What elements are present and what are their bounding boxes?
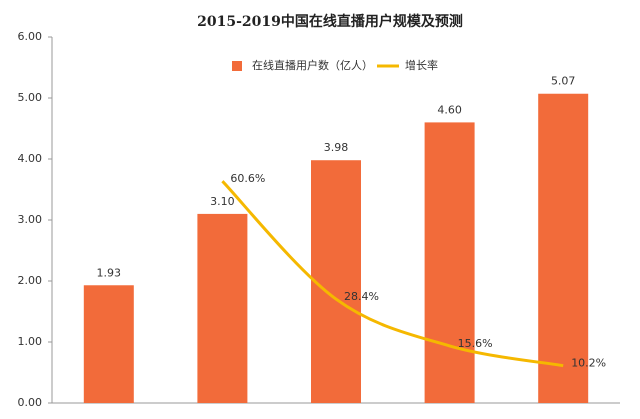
legend-swatch (232, 61, 242, 71)
y-tick-label: 5.00 (18, 91, 43, 104)
y-tick-label: 1.00 (18, 335, 43, 348)
legend-label: 增长率 (405, 58, 438, 72)
bar (424, 122, 475, 404)
bar (311, 160, 361, 403)
y-tick-label: 2.00 (18, 274, 43, 287)
bar (83, 285, 134, 403)
y-tick-label: 3.00 (18, 213, 43, 226)
bar-value-label: 3.98 (324, 141, 349, 154)
bar-value-label: 4.60 (437, 103, 462, 116)
line-value-label: 10.2% (571, 357, 606, 370)
line-value-label: 15.6% (458, 337, 493, 350)
y-tick-label: 0.00 (18, 396, 43, 409)
line-value-label: 28.4% (344, 290, 379, 303)
chart-title: 2015-2019中国在线直播用户规模及预测 (197, 13, 463, 30)
growth-line (221, 180, 564, 368)
bar-value-label: 5.07 (551, 75, 576, 88)
legend-label: 在线直播用户数（亿人） (252, 58, 373, 72)
bar-value-label: 1.93 (97, 266, 122, 279)
bar (538, 93, 589, 403)
y-tick-label: 6.00 (18, 30, 43, 43)
y-tick-label: 4.00 (18, 152, 43, 165)
bar-value-label: 3.10 (210, 195, 235, 208)
bar (197, 213, 248, 403)
line-value-label: 60.6% (230, 172, 265, 185)
